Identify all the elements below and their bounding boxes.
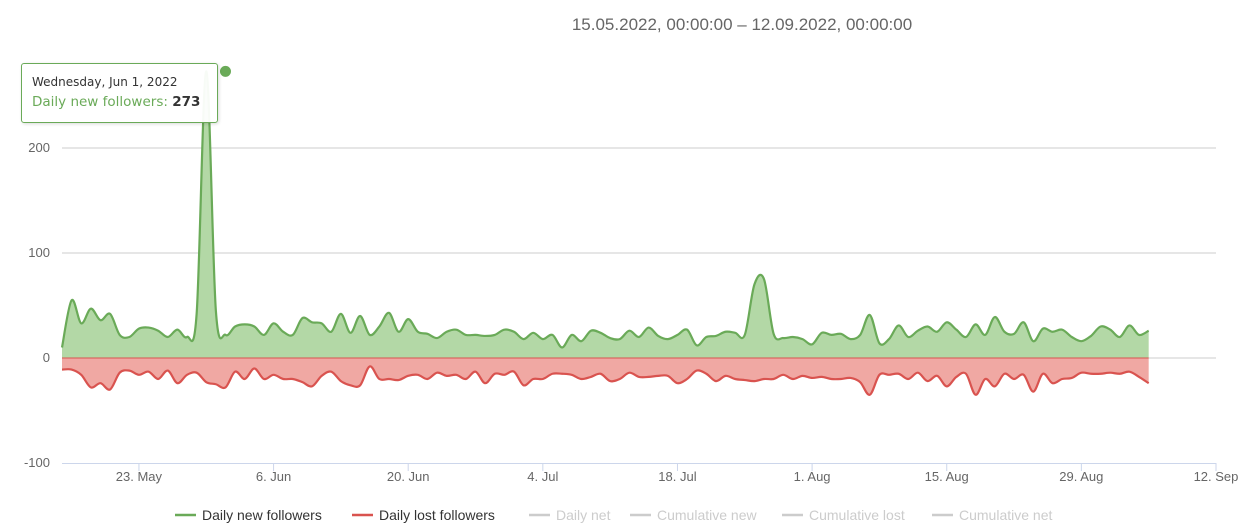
y-axis-labels: -100 0 100 200	[24, 140, 50, 470]
legend-item[interactable]: Cumulative net	[932, 507, 1052, 523]
legend-item[interactable]: Daily new followers	[175, 507, 322, 523]
daily-new-followers-line	[60, 70, 1150, 349]
legend-label: Cumulative net	[959, 507, 1052, 523]
chart-tooltip: Wednesday, Jun 1, 2022 Daily new followe…	[21, 63, 218, 123]
legend-item[interactable]: Daily net	[529, 507, 611, 523]
x-axis: 23. May 6. Jun 20. Jun 4. Jul 18. Jul 1. Aug 1…	[62, 463, 1238, 484]
highlight-marker	[218, 64, 232, 78]
x-tick-label: 23. May	[116, 469, 163, 484]
legend-label: Daily net	[556, 507, 611, 523]
y-tick-label: 200	[28, 140, 50, 155]
legend-label: Daily lost followers	[379, 507, 495, 523]
legend-label: Daily new followers	[202, 507, 322, 523]
legend: Daily new followers Daily lost followers D…	[175, 507, 1052, 523]
y-tick-label: 100	[28, 245, 50, 260]
legend-item[interactable]: Cumulative lost	[782, 507, 905, 523]
legend-item[interactable]: Daily lost followers	[352, 507, 495, 523]
x-tick-label: 15. Aug	[925, 469, 969, 484]
legend-label: Cumulative new	[657, 507, 757, 523]
daily-lost-followers-line	[61, 365, 1150, 396]
x-tick-label: 20. Jun	[387, 469, 430, 484]
x-tick-label: 1. Aug	[794, 469, 831, 484]
series-layer	[60, 64, 1150, 396]
chart-subtitle: 15.05.2022, 00:00:00 – 12.09.2022, 00:00…	[572, 15, 912, 34]
tooltip-line: Daily new followers: 273	[32, 94, 201, 110]
x-tick-label: 6. Jun	[256, 469, 291, 484]
tooltip-value: 273	[172, 94, 201, 110]
legend-item[interactable]: Cumulative new	[630, 507, 757, 523]
x-tick-label: 18. Jul	[658, 469, 696, 484]
daily-new-followers-area	[62, 71, 1149, 358]
x-tick-label: 29. Aug	[1059, 469, 1103, 484]
tooltip-series-label: Daily new followers	[32, 94, 164, 110]
y-tick-label: -100	[24, 455, 50, 470]
tooltip-date: Wednesday, Jun 1, 2022	[32, 75, 178, 89]
x-tick-label: 4. Jul	[527, 469, 558, 484]
x-tick-label: 12. Sep	[1194, 469, 1239, 484]
y-tick-label: 0	[43, 350, 50, 365]
legend-label: Cumulative lost	[809, 507, 905, 523]
